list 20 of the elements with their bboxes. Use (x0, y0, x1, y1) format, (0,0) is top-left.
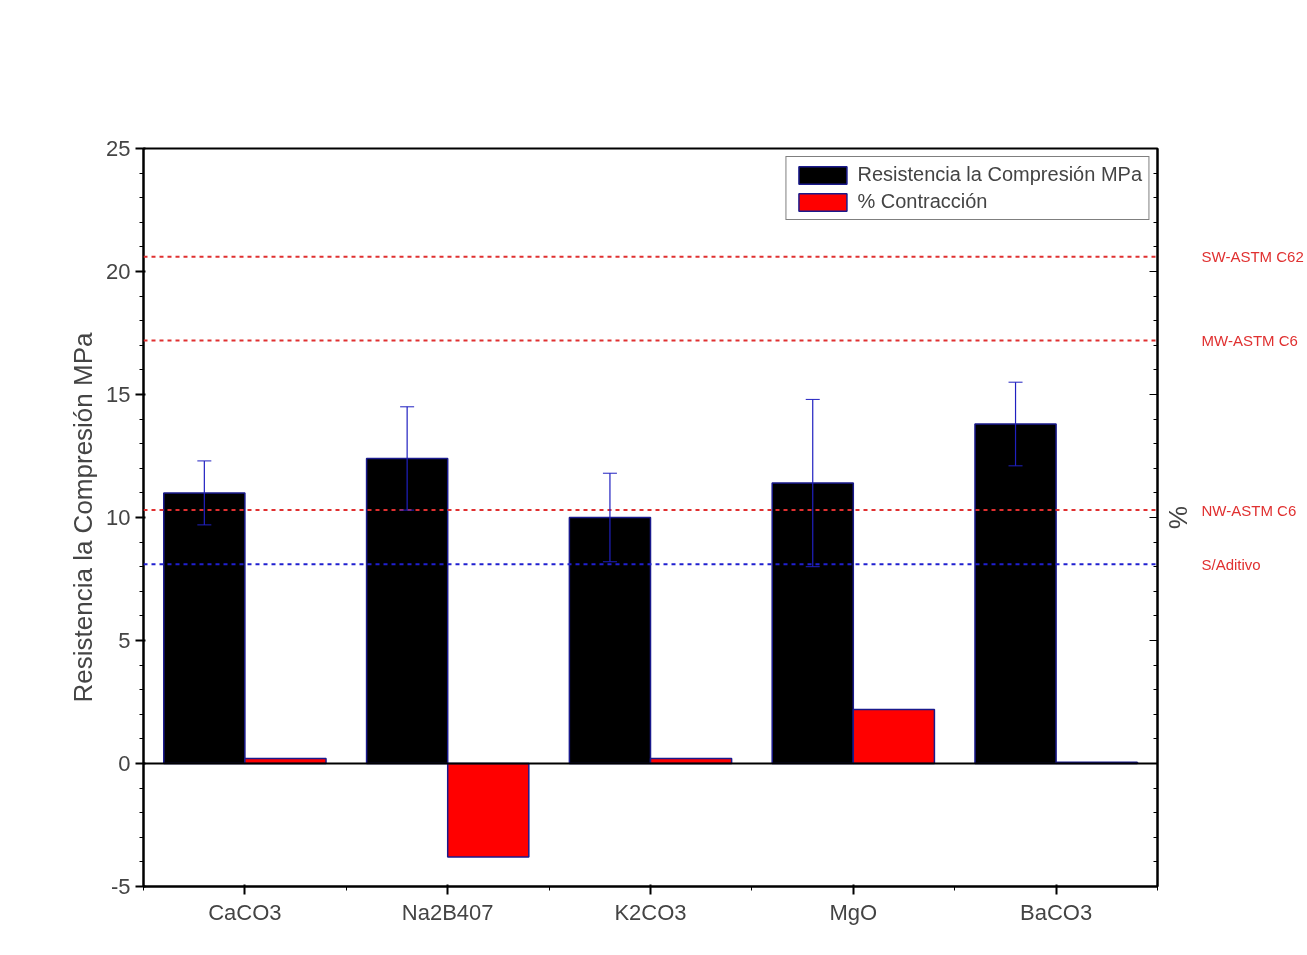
ref-line-label: SW-ASTM C62 (1201, 248, 1304, 266)
x-tick-label: Na2B407 (401, 899, 494, 925)
ref-line-label: MW-ASTM C6 (1201, 331, 1298, 349)
x-tick-label: CaCO3 (208, 899, 282, 925)
x-tick-label: MgO (829, 899, 878, 925)
x-tick-label: BaCO3 (1020, 899, 1093, 925)
y-tick-label: -5 (110, 874, 131, 899)
y-tick-label: 0 (118, 751, 131, 776)
y-tick-label: 5 (118, 628, 131, 653)
ref-line-label: NW-ASTM C6 (1201, 501, 1297, 519)
y-tick-label: 25 (106, 136, 131, 161)
y2-axis-title: % (1162, 505, 1193, 530)
y-tick-label: 20 (106, 259, 131, 284)
y-tick-label: 15 (106, 382, 131, 407)
x-tick-label: K2CO3 (614, 899, 687, 925)
legend-label: % Contracción (857, 190, 988, 213)
y-tick-label: 10 (106, 505, 131, 530)
y-axis-title: Resistencia la Compresión MPa (68, 332, 99, 703)
ref-line-label: S/Aditivo (1201, 555, 1261, 573)
legend-label: Resistencia la Compresión MPa (857, 163, 1142, 186)
